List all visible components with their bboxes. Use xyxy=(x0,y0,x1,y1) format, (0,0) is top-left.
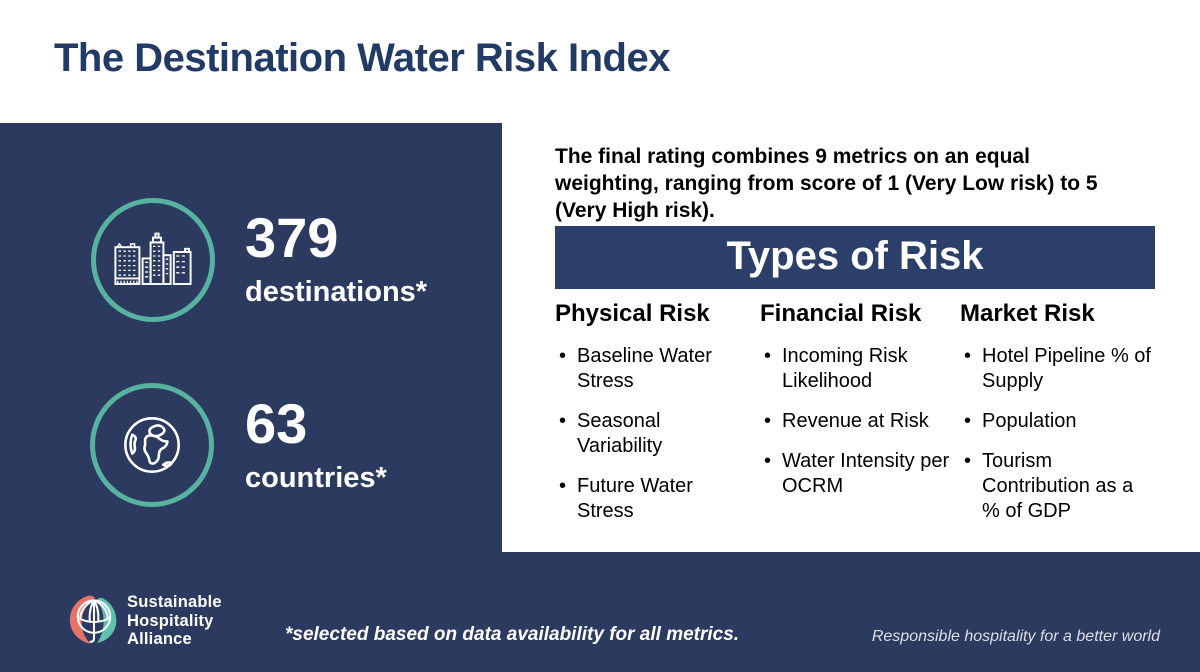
countries-stat: 63 countries* xyxy=(245,392,387,495)
footnote: *selected based on data availability for… xyxy=(285,624,740,645)
destinations-label: destinations* xyxy=(245,276,428,308)
list-item: Tourism Contribution as a % of GDP xyxy=(960,449,1152,524)
destinations-count: 379 xyxy=(245,206,339,269)
list-item: Water Intensity per OCRM xyxy=(760,449,952,499)
logo-line: Sustainable xyxy=(127,593,222,611)
column-header: Financial Risk xyxy=(760,300,922,327)
intro-paragraph: The final rating combines 9 metrics on a… xyxy=(555,143,1155,224)
risk-columns: Physical Risk Baseline Water Stress Seas… xyxy=(555,301,1155,539)
physical-risk-column: Physical Risk Baseline Water Stress Seas… xyxy=(555,301,760,539)
bullet-list: Hotel Pipeline % of Supply Population To… xyxy=(960,344,1155,524)
countries-count: 63 xyxy=(245,392,308,455)
list-item: Hotel Pipeline % of Supply xyxy=(960,344,1152,394)
types-of-risk-header: Types of Risk xyxy=(555,226,1155,289)
intro-line: The final rating combines 9 metrics on a… xyxy=(555,145,1030,168)
alliance-logo-icon xyxy=(69,595,117,644)
bullet-list: Incoming Risk Likelihood Revenue at Risk… xyxy=(760,344,960,499)
list-item: Future Water Stress xyxy=(555,474,747,524)
intro-line: (Very High risk). xyxy=(555,199,715,222)
market-risk-column: Market Risk Hotel Pipeline % of Supply P… xyxy=(960,301,1155,539)
list-item: Population xyxy=(960,409,1152,434)
list-item: Baseline Water Stress xyxy=(555,344,747,394)
bullet-list: Baseline Water Stress Seasonal Variabili… xyxy=(555,344,760,524)
list-item: Incoming Risk Likelihood xyxy=(760,344,952,394)
logo-line: Alliance xyxy=(127,630,192,648)
tagline: Responsible hospitality for a better wor… xyxy=(871,628,1160,645)
countries-label: countries* xyxy=(245,462,387,494)
destinations-stat: 379 destinations* xyxy=(245,206,428,309)
column-header: Market Risk xyxy=(960,300,1095,327)
risk-panel: The final rating combines 9 metrics on a… xyxy=(502,123,1200,552)
column-header: Physical Risk xyxy=(555,300,710,327)
countries-circle xyxy=(90,383,214,507)
list-item: Revenue at Risk xyxy=(760,409,952,434)
globe-icon xyxy=(124,417,180,473)
page-title: The Destination Water Risk Index xyxy=(54,36,670,80)
buildings-icon xyxy=(114,232,192,285)
alliance-logo-text: Sustainable Hospitality Alliance xyxy=(127,593,222,649)
list-item: Seasonal Variability xyxy=(555,409,747,459)
logo-line: Hospitality xyxy=(127,611,214,630)
financial-risk-column: Financial Risk Incoming Risk Likelihood … xyxy=(760,301,960,539)
destinations-circle xyxy=(91,198,215,322)
intro-line: weighting, ranging from score of 1 (Very… xyxy=(555,172,1098,195)
